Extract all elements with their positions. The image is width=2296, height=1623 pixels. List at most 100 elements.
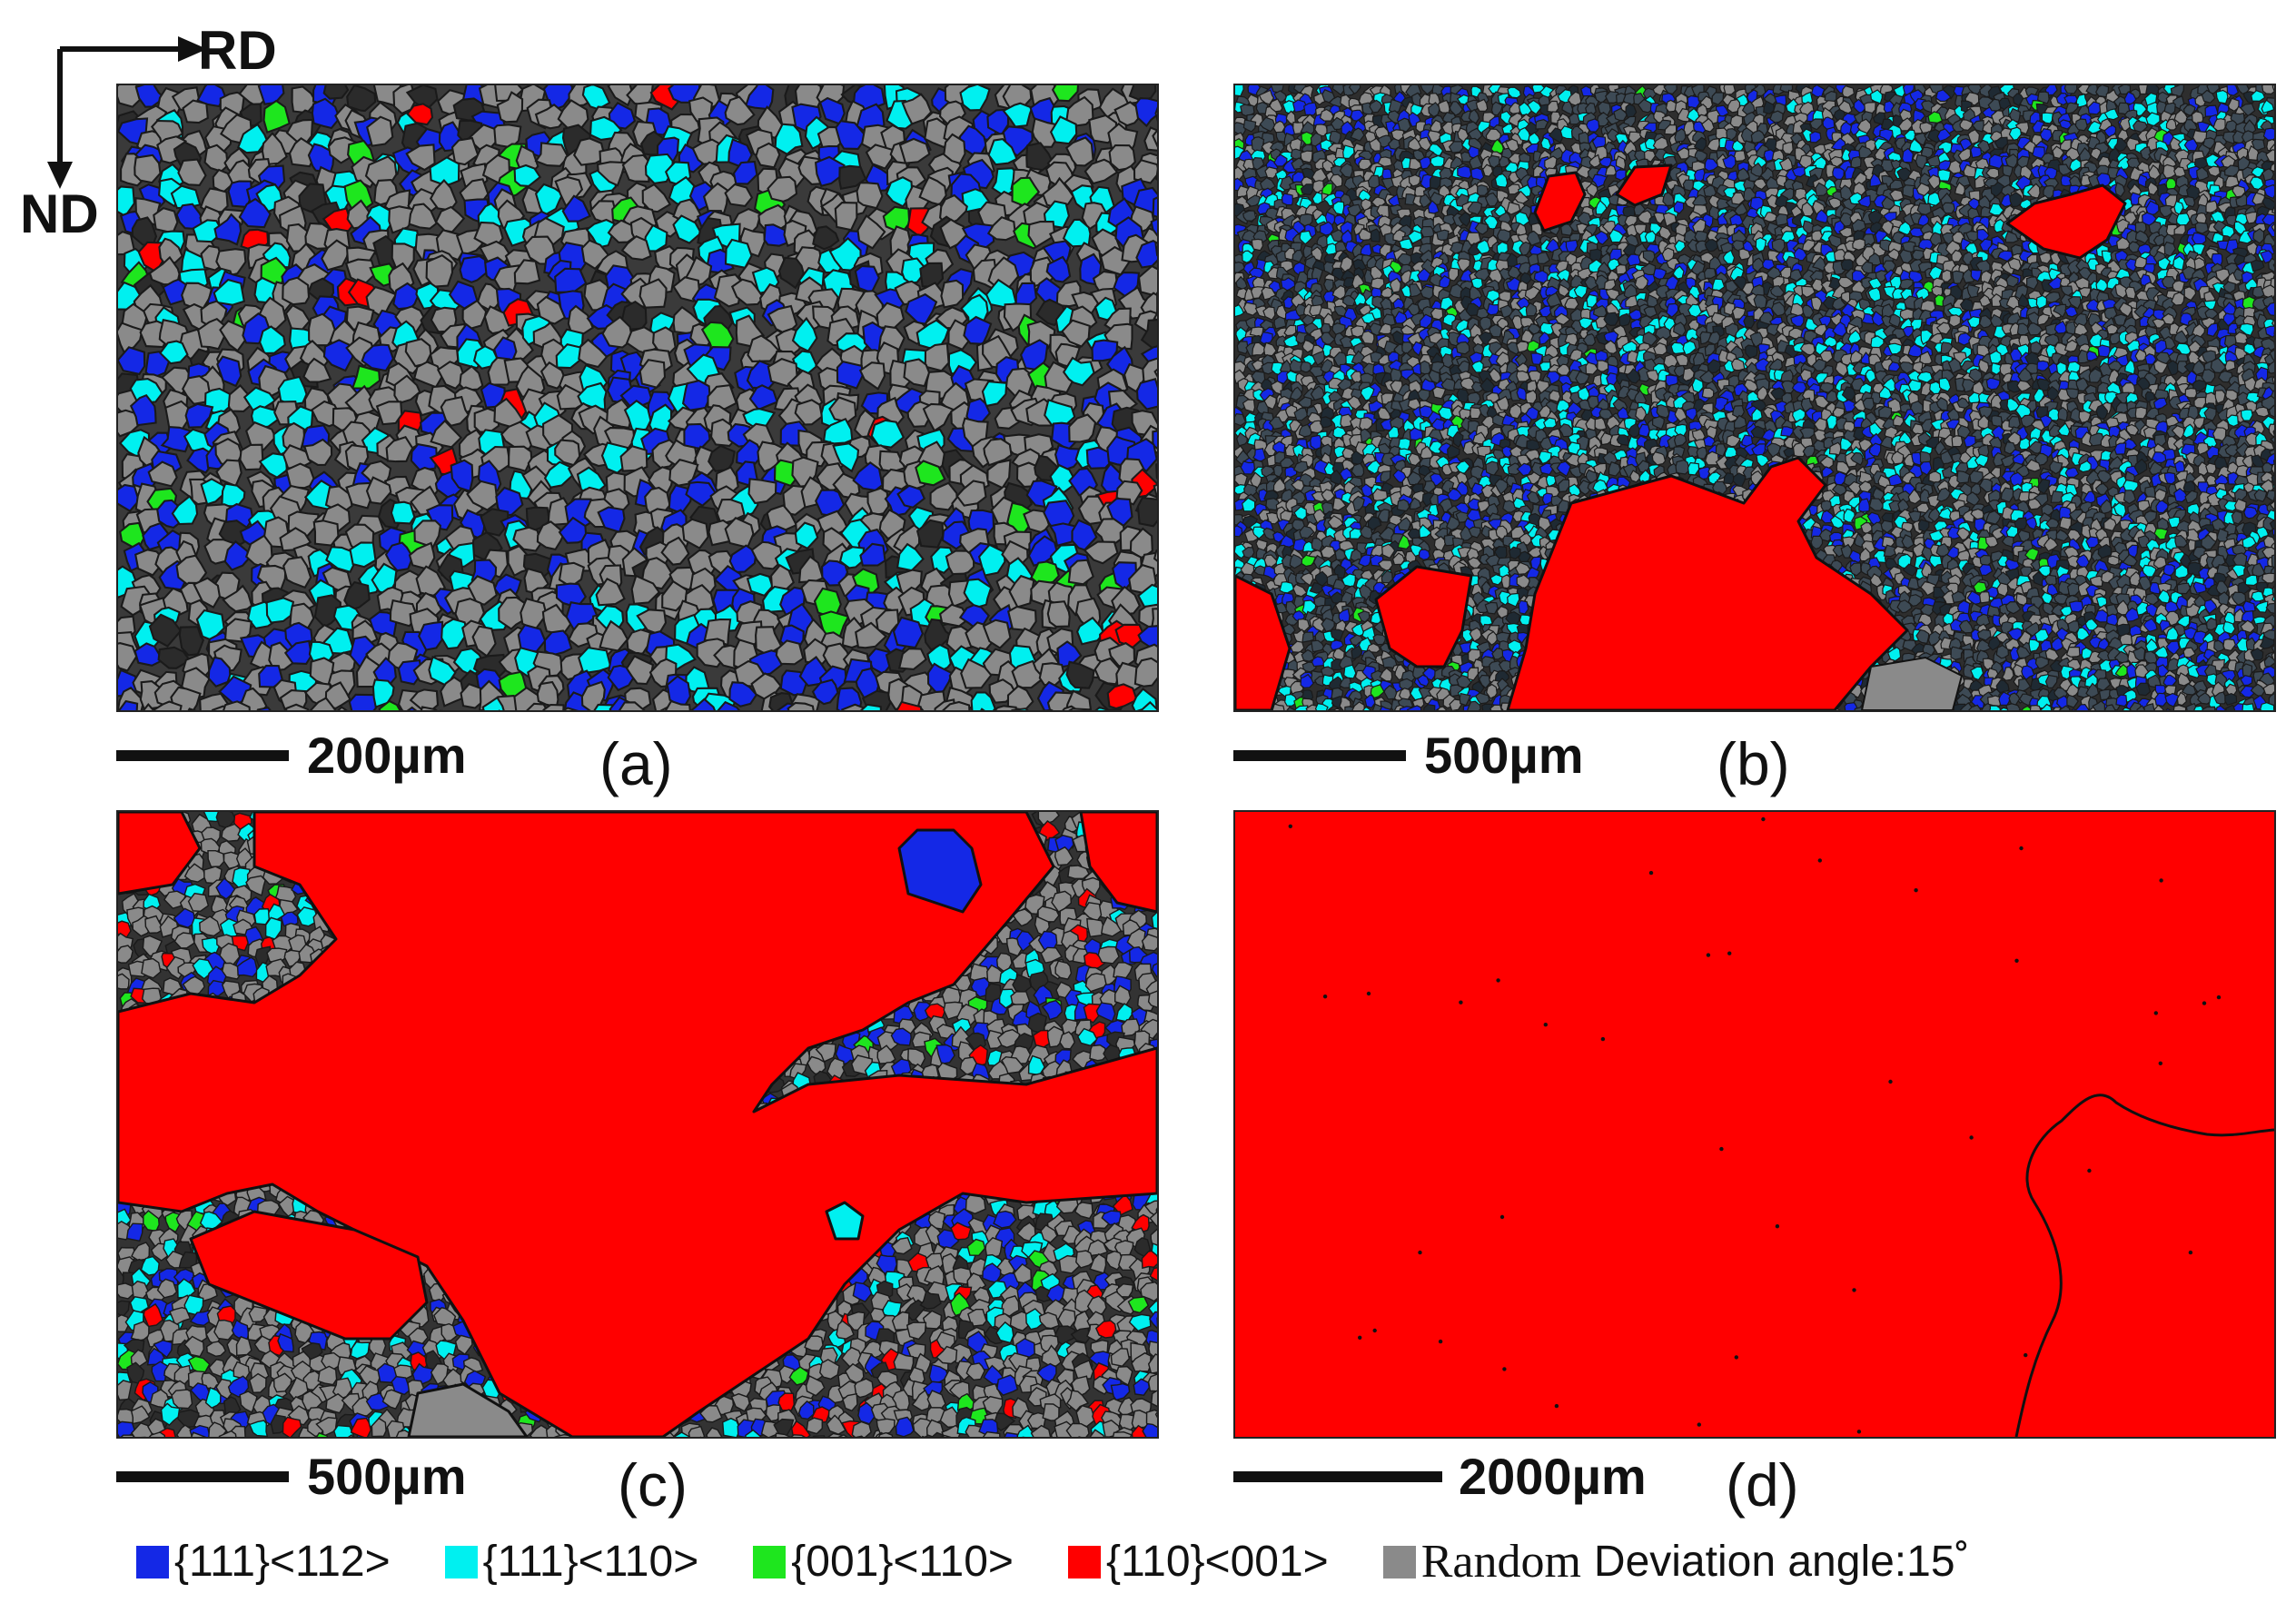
grain (2087, 101, 2103, 115)
grain (2063, 85, 2078, 94)
grain (495, 486, 524, 518)
grain (905, 292, 938, 325)
grain (539, 361, 567, 390)
grain (160, 426, 193, 453)
grain (285, 703, 310, 710)
grain (767, 357, 798, 388)
grain (1490, 101, 1504, 116)
grain (1242, 119, 1257, 133)
grain (2094, 85, 2110, 98)
grain (1150, 217, 1157, 237)
grain (1247, 94, 1260, 108)
grain (118, 85, 142, 108)
grain (747, 478, 777, 505)
grain (1486, 302, 1499, 316)
grain (896, 700, 923, 710)
grain (309, 697, 337, 710)
grain (2008, 126, 2023, 141)
grain (1387, 138, 1400, 150)
grain (384, 541, 414, 572)
grain (607, 85, 634, 107)
grain (595, 577, 626, 607)
grain (803, 638, 830, 665)
grain (836, 360, 864, 390)
grain (393, 374, 421, 405)
grain (2226, 85, 2240, 96)
grain (2038, 252, 2052, 264)
grain (1637, 98, 1654, 114)
grain (541, 703, 565, 710)
grain (601, 315, 634, 349)
grain (750, 540, 784, 570)
grain (1809, 118, 1823, 131)
grain (757, 105, 786, 139)
grain (1153, 483, 1157, 501)
grain (1303, 102, 1319, 116)
grain (302, 438, 333, 466)
grain (1281, 193, 1294, 206)
grain (134, 85, 166, 108)
grain (408, 203, 438, 230)
grain (397, 658, 423, 686)
grain (2173, 109, 2190, 124)
grain (207, 656, 232, 688)
grain (608, 101, 637, 130)
grain (1935, 89, 1952, 103)
grain (534, 104, 567, 130)
grain (440, 395, 470, 427)
grain (777, 256, 805, 290)
grain (856, 214, 886, 250)
grain (262, 99, 291, 134)
grain (728, 681, 758, 708)
grain (1559, 125, 1574, 140)
grain (621, 153, 650, 183)
grain (870, 419, 906, 449)
grain (196, 85, 226, 108)
grain (1068, 413, 1097, 443)
grain (142, 702, 155, 710)
grain (1045, 255, 1072, 283)
grain (897, 648, 927, 670)
grain (681, 518, 709, 549)
grain (1701, 117, 1715, 133)
grain (1972, 119, 1984, 133)
grain (2261, 85, 2274, 94)
grain (915, 460, 946, 487)
grain (1527, 99, 1542, 115)
grain (223, 700, 251, 710)
ebsd-map-b (1233, 84, 2276, 712)
grain (641, 557, 674, 590)
grain (513, 259, 541, 285)
grain (159, 340, 189, 365)
grain (1663, 85, 1677, 94)
grain (1449, 101, 1464, 116)
grain (1094, 657, 1121, 686)
grain (265, 597, 295, 624)
grain (440, 676, 466, 708)
grain (1061, 319, 1091, 348)
grain (1155, 463, 1157, 480)
grain (959, 85, 991, 112)
grain (898, 137, 931, 164)
grain (668, 459, 699, 487)
grain (943, 133, 966, 165)
grain (1153, 549, 1157, 562)
grain (1723, 85, 1737, 95)
grain (1350, 127, 1365, 142)
grain (245, 421, 277, 451)
grain (239, 443, 264, 471)
grain (337, 706, 348, 710)
grain (1959, 119, 1974, 131)
grain (1094, 706, 1113, 710)
grain (1430, 175, 1441, 190)
grain (901, 93, 933, 125)
grain (461, 299, 488, 331)
grain (1703, 267, 1717, 280)
grain (2170, 85, 2185, 97)
grain (919, 262, 945, 288)
grain (526, 702, 549, 710)
grain (238, 197, 272, 229)
grain (1516, 370, 1530, 382)
grain (717, 700, 741, 710)
grain (351, 364, 381, 390)
